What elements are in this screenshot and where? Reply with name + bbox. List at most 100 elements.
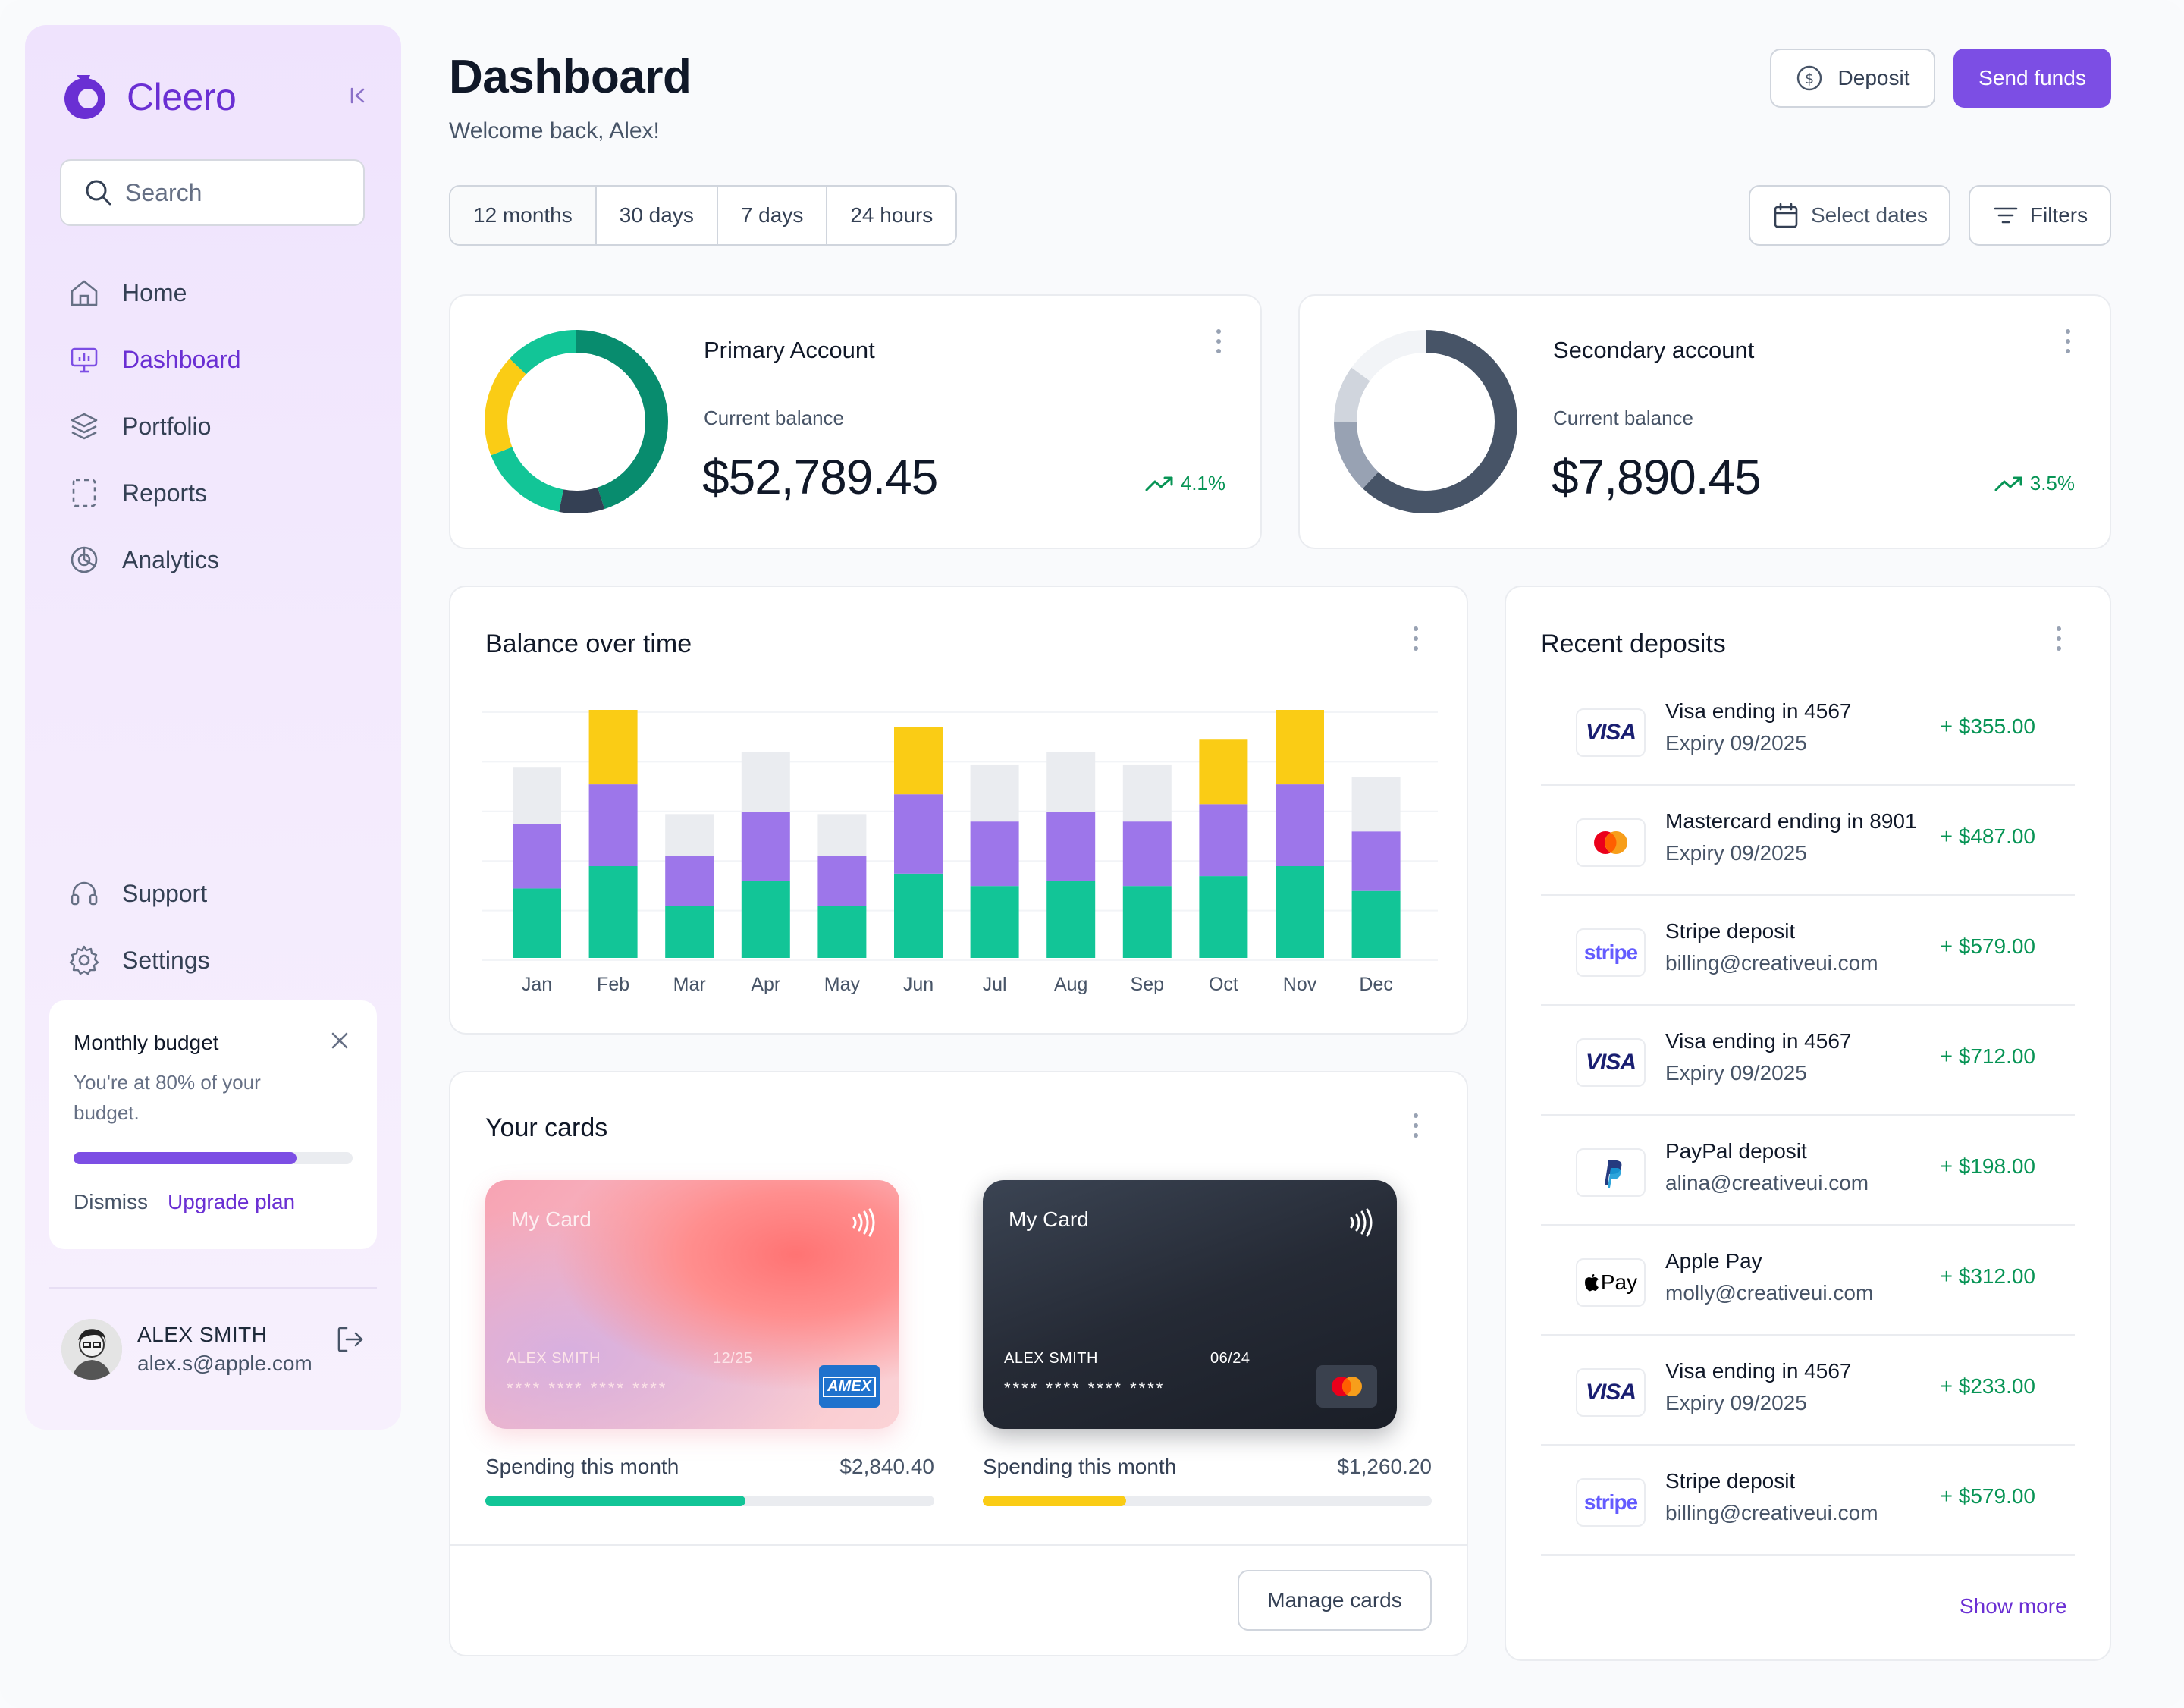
bar-jun-series-2[interactable] xyxy=(894,794,943,874)
home-icon xyxy=(71,280,98,306)
bar-dec-series-1[interactable] xyxy=(1351,890,1401,958)
close-icon[interactable] xyxy=(328,1029,351,1052)
bar-jan-series-3[interactable] xyxy=(513,767,561,824)
filters-button[interactable]: Filters xyxy=(1969,185,2111,246)
bar-may-series-2[interactable] xyxy=(817,856,867,906)
spending-value: $2,840.40 xyxy=(839,1455,934,1478)
donut-segment xyxy=(1334,330,1517,513)
payment-card-mastercard[interactable]: My Card ALEX SMITH 06/24 **** **** **** … xyxy=(983,1180,1397,1429)
upgrade-plan-button[interactable]: Upgrade plan xyxy=(168,1190,296,1213)
bar-dec-series-3[interactable] xyxy=(1351,777,1401,832)
deposit-subtitle: billing@creativeui.com xyxy=(1665,951,1878,975)
user-profile[interactable]: ALEX SMITH alex.s@apple.com xyxy=(61,1319,312,1380)
bar-jan-series-1[interactable] xyxy=(513,888,561,958)
bar-sep-series-2[interactable] xyxy=(1122,821,1172,887)
manage-cards-button[interactable]: Manage cards xyxy=(1238,1570,1432,1631)
bar-jul-series-1[interactable] xyxy=(970,886,1019,958)
deposit-title: PayPal deposit xyxy=(1665,1139,1807,1163)
cleero-logo-icon xyxy=(64,75,105,119)
payment-card-amex[interactable]: My Card ALEX SMITH 12/25 **** **** **** … xyxy=(485,1180,899,1429)
more-options-icon[interactable] xyxy=(2066,329,2072,359)
bar-sep-series-1[interactable] xyxy=(1122,886,1172,958)
dismiss-button[interactable]: Dismiss xyxy=(74,1190,148,1213)
bar-mar-series-3[interactable] xyxy=(665,814,714,856)
bar-sep-series-3[interactable] xyxy=(1122,764,1172,822)
your-cards-title: Your cards xyxy=(485,1113,608,1142)
sidebar-item-settings[interactable]: Settings xyxy=(67,934,386,987)
show-more-link[interactable]: Show more xyxy=(1960,1594,2067,1618)
sidebar-item-home[interactable]: Home xyxy=(67,266,386,319)
logout-icon[interactable] xyxy=(334,1323,366,1355)
bar-jun-series-4[interactable] xyxy=(894,727,943,795)
search-input[interactable]: Search xyxy=(60,159,365,226)
bar-apr-series-1[interactable] xyxy=(741,881,790,958)
sidebar-item-portfolio[interactable]: Portfolio xyxy=(67,400,386,453)
deposit-row[interactable]: PayPal deposit alina@creativeui.com + $198… xyxy=(1541,1116,2075,1226)
more-options-icon[interactable] xyxy=(1414,1113,1420,1143)
deposit-subtitle: Expiry 09/2025 xyxy=(1665,1391,1807,1414)
bar-jan-series-2[interactable] xyxy=(513,824,561,889)
bar-mar-series-2[interactable] xyxy=(665,856,714,906)
range-30-days[interactable]: 30 days xyxy=(597,187,718,244)
deposit-row[interactable]: VISA Visa ending in 4567 Expiry 09/2025 + $… xyxy=(1541,1336,2075,1446)
more-options-icon[interactable] xyxy=(1216,329,1222,359)
sidebar-item-reports[interactable]: Reports xyxy=(67,466,386,520)
mastercard-logo-icon xyxy=(1594,831,1627,854)
sidebar-item-analytics[interactable]: Analytics xyxy=(67,533,386,586)
deposit-subtitle: Expiry 09/2025 xyxy=(1665,841,1807,865)
select-dates-button[interactable]: Select dates xyxy=(1749,185,1950,246)
collapse-sidebar-icon[interactable] xyxy=(347,84,369,107)
sidebar-item-support[interactable]: Support xyxy=(67,867,386,920)
bar-aug-series-2[interactable] xyxy=(1046,812,1096,881)
x-tick-label: Aug xyxy=(1054,974,1087,995)
bar-nov-series-4[interactable] xyxy=(1276,710,1324,785)
visa-logo-icon: VISA xyxy=(1585,720,1636,745)
bar-oct-series-4[interactable] xyxy=(1199,739,1248,805)
deposit-row[interactable]: Pay Apple Pay molly@creativeui.com + $312.0… xyxy=(1541,1226,2075,1336)
deposit-logo: stripe xyxy=(1576,1478,1646,1527)
logo[interactable]: Cleero xyxy=(60,72,237,122)
bar-aug-series-3[interactable] xyxy=(1046,752,1096,812)
range-24-hours[interactable]: 24 hours xyxy=(850,203,934,227)
bar-oct-series-2[interactable] xyxy=(1199,804,1248,877)
bar-jul-series-2[interactable] xyxy=(970,821,1019,887)
filter-lines-icon xyxy=(1994,207,2018,224)
bar-jun-series-1[interactable] xyxy=(894,873,943,958)
bar-apr-series-2[interactable] xyxy=(741,812,790,881)
range-7-days[interactable]: 7 days xyxy=(718,187,828,244)
bar-jul-series-3[interactable] xyxy=(970,764,1019,822)
deposit-logo: VISA xyxy=(1576,1368,1646,1417)
range-12-months[interactable]: 12 months xyxy=(450,187,597,244)
bar-nov-series-2[interactable] xyxy=(1276,784,1324,867)
card-footer-divider xyxy=(450,1544,1467,1546)
bar-mar-series-1[interactable] xyxy=(665,906,714,958)
bar-may-series-3[interactable] xyxy=(817,814,867,856)
sidebar-item-dashboard[interactable]: Dashboard xyxy=(67,333,386,386)
card-name: My Card xyxy=(511,1207,592,1231)
bar-feb-series-4[interactable] xyxy=(588,710,638,785)
deposit-title: Apple Pay xyxy=(1665,1249,1762,1273)
deposit-button[interactable]: $ Deposit xyxy=(1770,49,1935,108)
bar-feb-series-2[interactable] xyxy=(588,784,638,867)
bar-oct-series-1[interactable] xyxy=(1199,876,1248,958)
time-range-selector: 12 months 30 days 7 days 24 hours xyxy=(449,185,958,246)
deposit-row[interactable]: VISA Visa ending in 4567 Expiry 09/2025 + $… xyxy=(1541,677,2075,786)
deposit-row[interactable]: Mastercard ending in 8901 Expiry 09/2025 +… xyxy=(1541,786,2075,896)
deposit-row[interactable]: VISA Visa ending in 4567 Expiry 09/2025 + $… xyxy=(1541,1006,2075,1116)
sidebar-item-label: Portfolio xyxy=(122,412,212,440)
more-options-icon[interactable] xyxy=(1414,626,1420,656)
bar-feb-series-1[interactable] xyxy=(588,866,638,958)
bar-aug-series-1[interactable] xyxy=(1046,881,1096,958)
bar-apr-series-3[interactable] xyxy=(741,752,790,812)
bar-nov-series-1[interactable] xyxy=(1276,866,1324,958)
contactless-icon xyxy=(1350,1208,1373,1237)
send-funds-button[interactable]: Send funds xyxy=(1953,49,2111,108)
deposit-row[interactable]: stripe Stripe deposit billing@creativeui.c… xyxy=(1541,1446,2075,1556)
budget-text: You're at 80% of your budget. xyxy=(74,1071,261,1124)
deposit-logo: stripe xyxy=(1576,928,1646,977)
bar-dec-series-2[interactable] xyxy=(1351,831,1401,891)
bar-may-series-1[interactable] xyxy=(817,906,867,958)
deposit-amount: + $487.00 xyxy=(1940,824,2035,848)
more-options-icon[interactable] xyxy=(2057,626,2063,656)
deposit-row[interactable]: stripe Stripe deposit billing@creativeui.c… xyxy=(1541,896,2075,1006)
